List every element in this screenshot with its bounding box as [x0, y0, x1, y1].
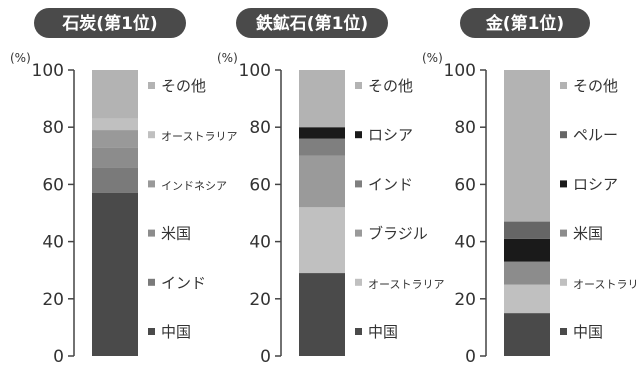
y-tick-label: 60	[42, 175, 64, 195]
legend-label: インド	[161, 274, 206, 292]
chart-panel-2: 鉄鉱石(第1位) (%) 0 20 40 60 80 100 中国 オーストラリア ブラジル インド ロ…	[217, 8, 444, 365]
y-tick-label: 80	[454, 118, 476, 138]
y-tick-label: 60	[249, 175, 271, 195]
chart-title-pill: 金(第1位)	[460, 8, 590, 38]
legend-marker	[560, 328, 567, 335]
bar-segment	[92, 70, 138, 119]
y-tick-label: 40	[42, 233, 64, 253]
chart-title: 石炭(第1位)	[61, 13, 157, 34]
legend-marker	[560, 131, 567, 139]
y-tick-label: 60	[454, 175, 476, 195]
chart-title: 金(第1位)	[485, 13, 564, 34]
legend-marker	[560, 82, 567, 89]
legend-marker	[355, 82, 362, 89]
legend-label: インド	[368, 175, 413, 193]
legend-label: その他	[161, 77, 206, 95]
y-tick-label: 20	[454, 290, 476, 310]
y-unit-label: (%)	[217, 51, 238, 65]
bar-segment	[92, 130, 138, 148]
legend-marker	[148, 131, 155, 139]
legend-label: ペルー	[573, 126, 618, 144]
bar-segment	[92, 147, 138, 168]
y-tick-label: 0	[53, 347, 64, 365]
bar-segment	[92, 118, 138, 131]
legend-label: ロシア	[573, 175, 618, 193]
legend-marker	[355, 131, 362, 139]
bar-segment	[299, 273, 345, 356]
bar-segment	[92, 167, 138, 193]
title-pill-background	[236, 8, 388, 38]
bar-segment	[299, 138, 345, 156]
bar-segment	[504, 261, 550, 285]
chart-title-pill: 鉄鉱石(第1位)	[236, 8, 388, 38]
legend-marker	[355, 278, 362, 286]
legend-marker	[355, 229, 362, 237]
legend-marker	[355, 328, 362, 335]
bar-segment	[504, 70, 550, 222]
bar-segment	[504, 238, 550, 262]
legend-label: ブラジル	[368, 225, 428, 243]
y-tick-label: 100	[32, 61, 64, 81]
bar-segment	[504, 221, 550, 239]
legend-label: その他	[368, 77, 413, 95]
legend-label: インドネシア	[161, 179, 227, 192]
y-tick-label: 100	[239, 61, 271, 81]
legend-label: オーストラリア	[368, 278, 444, 291]
legend-label: ロシア	[368, 126, 413, 144]
legend-label: 米国	[573, 225, 603, 243]
title-pill-background	[460, 8, 590, 38]
legend-marker	[355, 180, 362, 188]
y-tick-label: 20	[42, 290, 64, 310]
y-tick-label: 80	[42, 118, 64, 138]
legend-marker	[148, 229, 155, 237]
bar-segment	[299, 155, 345, 208]
legend-marker	[560, 229, 567, 237]
legend-marker	[560, 180, 567, 188]
legend-marker	[148, 278, 155, 286]
legend-label: その他	[573, 77, 618, 95]
legend-marker	[148, 82, 155, 89]
legend-label: オーストラリア	[573, 278, 638, 291]
title-pill-background	[34, 8, 186, 38]
legend-label: 中国	[573, 323, 603, 341]
y-unit-label: (%)	[422, 51, 443, 65]
chart-panel-3: 金(第1位) (%) 0 20 40 60 80 100 中国 オーストラリア 米国 ロシア ペルー その…	[422, 8, 638, 365]
y-tick-label: 80	[249, 118, 271, 138]
y-tick-label: 0	[465, 347, 476, 365]
y-tick-label: 20	[249, 290, 271, 310]
chart-title-pill: 石炭(第1位)	[34, 8, 186, 38]
bar-segment	[299, 127, 345, 139]
y-tick-label: 40	[249, 233, 271, 253]
legend-marker	[148, 180, 155, 188]
legend-marker	[560, 278, 567, 286]
bar-segment	[299, 70, 345, 128]
chart-title: 鉄鉱石(第1位)	[256, 13, 368, 34]
legend-label: 中国	[161, 323, 191, 341]
legend-label: オーストラリア	[161, 130, 237, 143]
legend-label: 中国	[368, 323, 398, 341]
bar-segment	[504, 284, 550, 314]
y-tick-label: 0	[260, 347, 271, 365]
legend-label: 米国	[161, 225, 191, 243]
bar-segment	[92, 192, 138, 356]
bar-segment	[299, 207, 345, 274]
y-unit-label: (%)	[10, 51, 31, 65]
y-tick-label: 100	[444, 61, 476, 81]
legend-marker	[148, 328, 155, 335]
chart-panel-1: 石炭(第1位) (%) 0 20 40 60 80 100 中国 インド 米国 インドネシアオーストラ…	[10, 8, 237, 365]
y-tick-label: 40	[454, 233, 476, 253]
bar-segment	[504, 313, 550, 356]
